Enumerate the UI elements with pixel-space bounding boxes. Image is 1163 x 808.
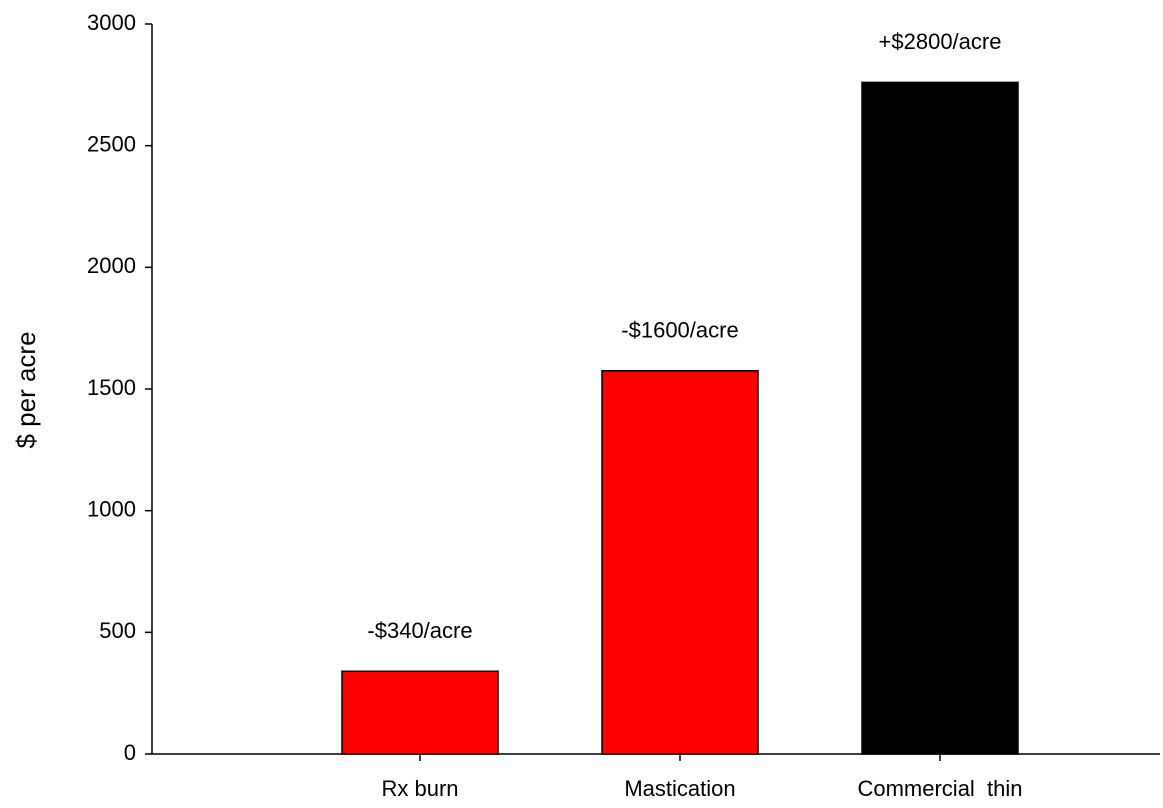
y-tick-label: 0 (124, 740, 136, 765)
annotation: +$2800/acre (879, 29, 1002, 54)
annotation: -$1600/acre (621, 318, 738, 343)
y-tick-label: 3000 (87, 10, 136, 35)
annotation: -$340/acre (367, 618, 472, 643)
x-tick-label: Commercial thin (857, 776, 1022, 801)
bar (861, 81, 1019, 755)
y-tick-label: 500 (99, 618, 136, 643)
x-tick-label: Mastication (624, 776, 735, 801)
y-tick-label: 2000 (87, 253, 136, 278)
y-axis-label: $ per acre (11, 331, 41, 448)
bar (341, 670, 499, 755)
y-tick-label: 2500 (87, 131, 136, 156)
x-tick-label: Rx burn (381, 776, 458, 801)
bar (601, 370, 759, 755)
y-tick-label: 1500 (87, 375, 136, 400)
y-tick-label: 1000 (87, 496, 136, 521)
